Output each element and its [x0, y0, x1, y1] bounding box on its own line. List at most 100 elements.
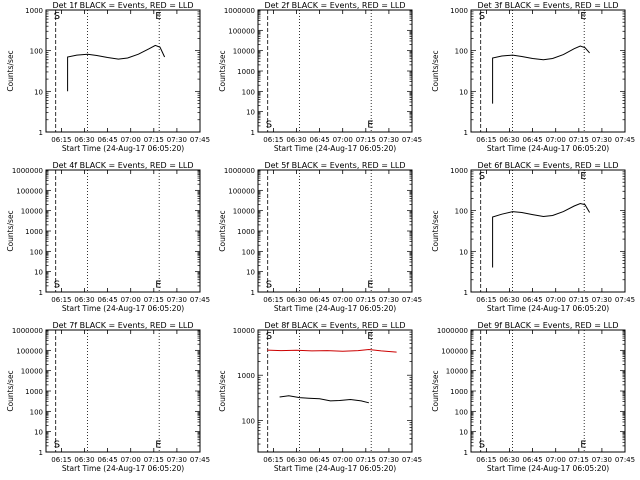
x-tick-label: 06:15 — [51, 456, 71, 464]
x-tick-label: 06:45 — [523, 456, 543, 464]
y-tick-label: 1000 — [25, 228, 43, 236]
y-tick-label: 1 — [251, 129, 255, 137]
y-tick-label: 1 — [39, 289, 43, 297]
start-marker: S — [54, 11, 60, 22]
plot-frame — [257, 169, 413, 293]
y-tick-label: 1 — [39, 129, 43, 137]
x-tick-label: 07:30 — [167, 296, 187, 304]
y-tick-label: 10 — [459, 248, 468, 256]
y-axis-label: Counts/sec — [431, 50, 440, 91]
x-tick-label: 07:00 — [121, 136, 141, 144]
x-tick-label: 07:30 — [379, 136, 399, 144]
x-tick-label: 06:45 — [310, 456, 330, 464]
chart-panel-5: Det 5f BLACK = Events, RED = LLD 06:15 06:… — [218, 161, 422, 313]
x-tick-label: 07:15 — [356, 136, 376, 144]
x-tick-label: 06:30 — [499, 136, 519, 144]
x-tick-label: 07:00 — [121, 296, 141, 304]
x-tick-label: 07:15 — [144, 456, 164, 464]
y-tick-label: 1 — [464, 129, 468, 137]
plot-frame — [45, 9, 201, 133]
end-marker: E — [580, 171, 586, 182]
y-tick-label: 1000000 — [224, 167, 255, 175]
x-tick-label: 06:15 — [263, 296, 283, 304]
chart-title: Det 3f BLACK = Events, RED = LLD — [477, 1, 618, 10]
start-marker: S — [479, 171, 485, 182]
plot-frame — [45, 169, 201, 293]
lld-series-line — [267, 348, 397, 353]
x-tick-label: 06:15 — [476, 456, 496, 464]
x-tick-label: 06:45 — [523, 136, 543, 144]
x-tick-label: 06:45 — [98, 296, 118, 304]
chart-title: Det 7f BLACK = Events, RED = LLD — [52, 321, 193, 330]
x-tick-label: 07:00 — [121, 456, 141, 464]
x-tick-label: 06:30 — [74, 456, 94, 464]
x-tick-label: 07:45 — [402, 296, 422, 304]
end-marker: E — [155, 279, 161, 290]
start-marker: S — [266, 119, 272, 130]
chart-panel-7: Det 7f BLACK = Events, RED = LLD 06:15 06:… — [6, 321, 210, 473]
x-tick-label: 06:15 — [51, 296, 71, 304]
start-marker: S — [266, 279, 272, 290]
x-axis-label: Start Time (24-Aug-17 06:05:20) — [274, 304, 396, 313]
x-tick-label: 07:00 — [333, 296, 353, 304]
y-tick-label: 1000000 — [224, 7, 255, 15]
x-tick-label: 07:00 — [333, 456, 353, 464]
x-tick-label: 07:15 — [569, 456, 589, 464]
y-tick-label: 1 — [464, 289, 468, 297]
x-tick-label: 07:00 — [546, 296, 566, 304]
y-tick-label: 1000 — [237, 228, 255, 236]
x-tick-label: 06:15 — [263, 456, 283, 464]
y-tick-label: 10 — [34, 88, 43, 96]
end-marker: E — [580, 11, 586, 22]
y-tick-label: 1000 — [237, 68, 255, 76]
y-tick-label: 100000 — [441, 347, 468, 355]
chart-title: Det 4f BLACK = Events, RED = LLD — [52, 161, 193, 170]
y-tick-label: 10000 — [446, 368, 468, 376]
y-tick-label: 1000 — [25, 7, 43, 15]
x-tick-label: 07:45 — [190, 136, 210, 144]
x-tick-label: 07:15 — [356, 456, 376, 464]
x-tick-label: 06:15 — [476, 136, 496, 144]
start-marker: S — [479, 11, 485, 22]
plot-frame — [470, 169, 626, 293]
y-tick-label: 10000 — [233, 208, 255, 216]
x-tick-label: 06:30 — [74, 296, 94, 304]
x-tick-label: 07:45 — [190, 456, 210, 464]
y-tick-label: 1000 — [450, 7, 468, 15]
y-tick-label: 10 — [246, 269, 255, 277]
x-tick-label: 06:30 — [286, 296, 306, 304]
start-marker: S — [54, 439, 60, 450]
x-tick-label: 07:15 — [569, 136, 589, 144]
y-tick-label: 10000 — [233, 48, 255, 56]
x-tick-label: 06:30 — [499, 296, 519, 304]
events-series-line — [492, 45, 590, 104]
x-tick-label: 07:15 — [144, 136, 164, 144]
y-tick-label: 1000000 — [437, 327, 468, 335]
y-tick-label: 10000 — [21, 368, 43, 376]
x-tick-label: 07:30 — [592, 136, 612, 144]
y-tick-label: 10 — [34, 429, 43, 437]
x-tick-label: 07:30 — [592, 456, 612, 464]
x-tick-label: 06:30 — [286, 136, 306, 144]
y-tick-label: 10000 — [233, 327, 255, 335]
x-axis-label: Start Time (24-Aug-17 06:05:20) — [62, 144, 184, 153]
y-tick-label: 10 — [34, 269, 43, 277]
x-tick-label: 06:45 — [523, 296, 543, 304]
y-tick-label: 100 — [30, 48, 43, 56]
plot-frame — [257, 329, 413, 453]
x-axis-label: Start Time (24-Aug-17 06:05:20) — [274, 464, 396, 473]
chart-title: Det 5f BLACK = Events, RED = LLD — [264, 161, 405, 170]
chart-title: Det 9f BLACK = Events, RED = LLD — [477, 321, 618, 330]
x-tick-label: 06:30 — [499, 456, 519, 464]
x-axis-label: Start Time (24-Aug-17 06:05:20) — [62, 304, 184, 313]
x-axis-label: Start Time (24-Aug-17 06:05:20) — [274, 144, 396, 153]
y-tick-label: 100 — [30, 408, 43, 416]
y-axis-label: Counts/sec — [218, 50, 227, 91]
